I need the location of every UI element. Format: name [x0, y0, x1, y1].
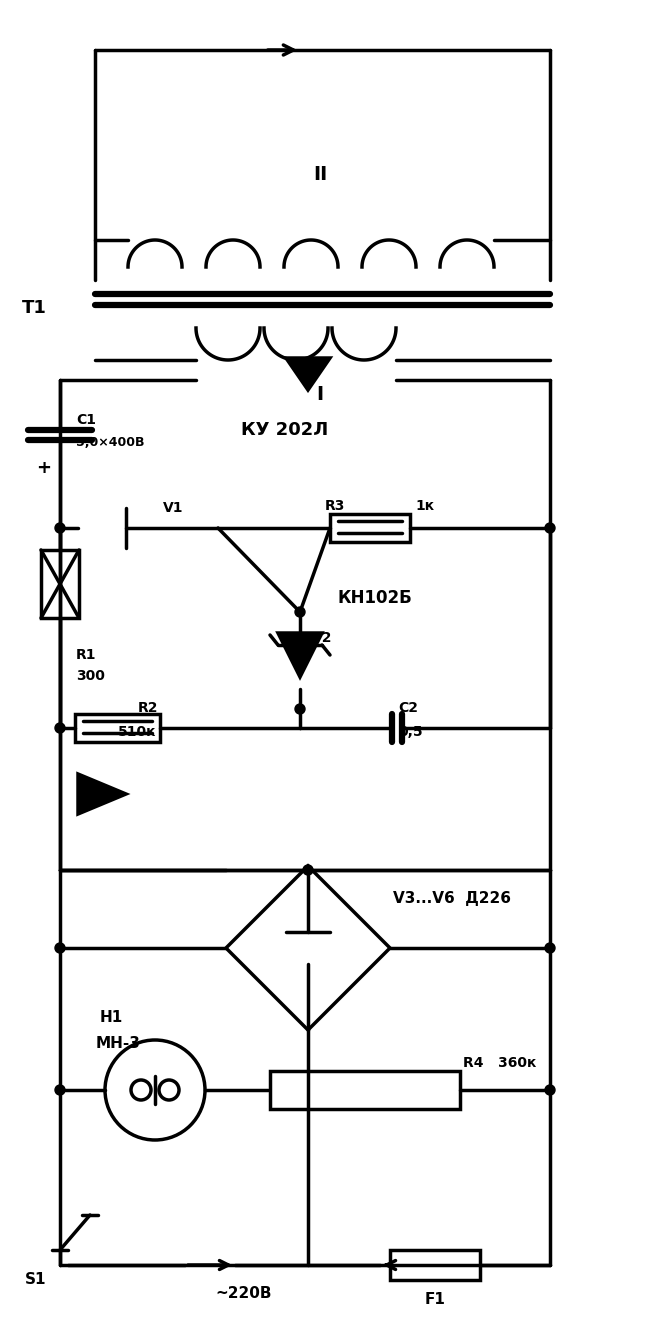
Text: H1: H1 [100, 1010, 123, 1026]
Circle shape [545, 524, 555, 533]
Polygon shape [278, 633, 322, 677]
Text: R4   360к: R4 360к [463, 1056, 536, 1069]
Text: КН102Б: КН102Б [337, 590, 412, 607]
Circle shape [295, 607, 305, 617]
Text: T1: T1 [22, 299, 47, 317]
Text: 5,0×400В: 5,0×400В [76, 436, 145, 449]
Text: V1: V1 [163, 501, 184, 516]
Circle shape [295, 705, 305, 714]
Circle shape [303, 865, 313, 875]
Text: КУ 202Л: КУ 202Л [241, 420, 329, 439]
Text: S1: S1 [25, 1273, 46, 1288]
Text: R2: R2 [138, 701, 158, 715]
Circle shape [55, 524, 65, 533]
Text: ~220В: ~220В [215, 1285, 272, 1301]
Text: II: II [313, 165, 327, 185]
Text: C2: C2 [398, 701, 418, 715]
Circle shape [545, 943, 555, 953]
Text: C1: C1 [76, 412, 96, 427]
Text: R1: R1 [76, 648, 97, 662]
Bar [75, 714, 160, 742]
Polygon shape [78, 773, 126, 814]
Polygon shape [286, 358, 330, 390]
Text: 510к: 510к [118, 724, 156, 739]
Text: F1: F1 [425, 1293, 446, 1307]
Text: V2: V2 [312, 631, 333, 645]
Text: R3: R3 [325, 498, 345, 513]
Bar [41, 550, 79, 617]
Text: I: I [316, 386, 324, 405]
Bar [270, 1071, 460, 1109]
Text: +: + [36, 459, 52, 477]
Circle shape [55, 943, 65, 953]
Text: V3...V6  Д226: V3...V6 Д226 [393, 891, 511, 906]
Circle shape [55, 723, 65, 732]
Bar [390, 1251, 480, 1280]
Text: 0,5: 0,5 [398, 724, 422, 739]
Text: МН-3: МН-3 [96, 1036, 141, 1051]
Bar [330, 514, 410, 542]
Text: 1к: 1к [415, 498, 434, 513]
Text: 300: 300 [76, 669, 105, 683]
Circle shape [545, 1085, 555, 1095]
Circle shape [55, 1085, 65, 1095]
